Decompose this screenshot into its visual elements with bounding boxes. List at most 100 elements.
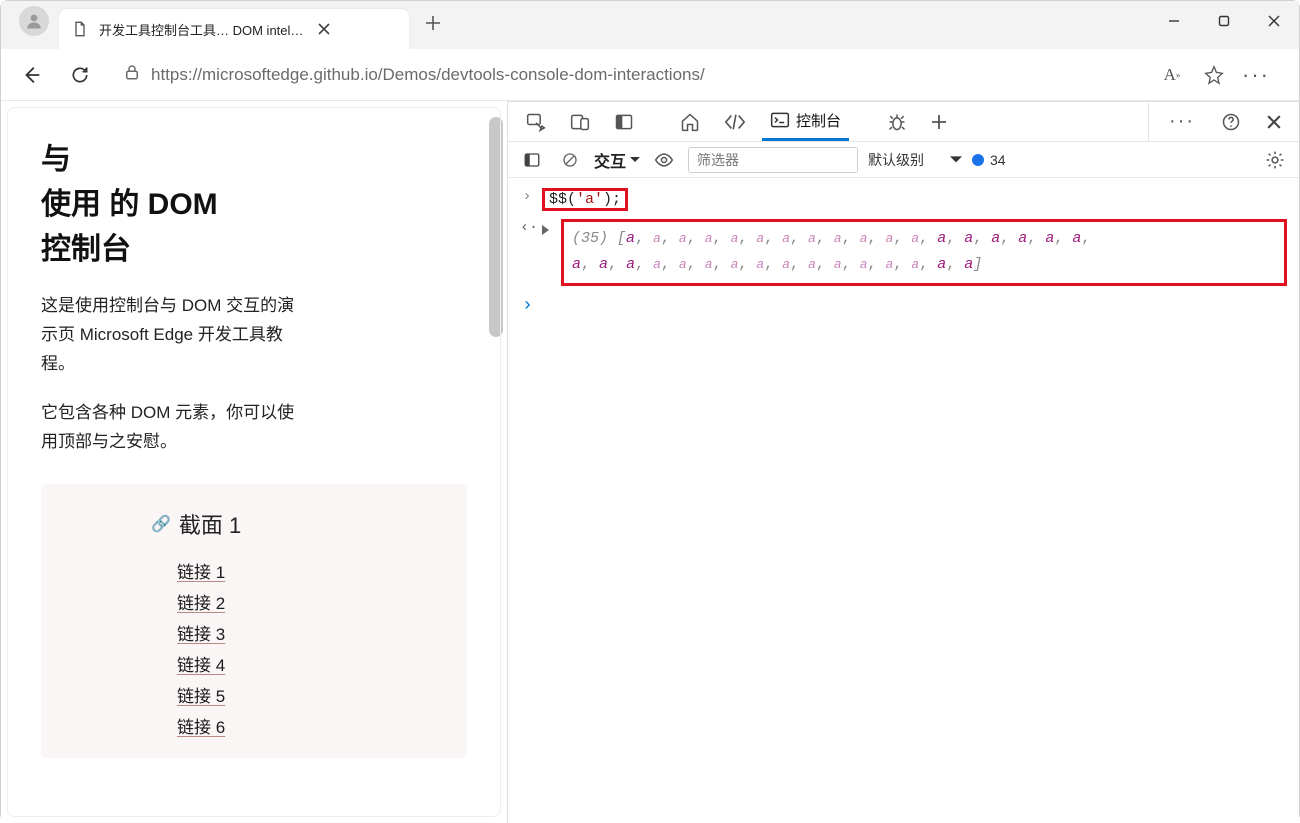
- log-level-label: 默认级别: [868, 150, 924, 170]
- gear-icon: [1265, 150, 1285, 170]
- console-command: $$('a');: [542, 188, 628, 211]
- section-card: 🔗 截面 1 链接 1 链接 2 链接 3 链接 4 链接 5 链接 6: [41, 484, 467, 758]
- console-input-line: › $$('a');: [518, 184, 1289, 215]
- file-icon: [71, 20, 89, 38]
- link-icon: 🔗: [151, 514, 171, 534]
- tab-debugger[interactable]: [879, 103, 915, 141]
- console-output-line: ‹· (35) [a, a, a, a, a, a, a, a, a, a, a…: [518, 215, 1289, 290]
- page-pane: 与 使用 的 DOM 控制台 这是使用控制台与 DOM 交互的演示页 Micro…: [1, 101, 508, 823]
- close-icon: [1267, 115, 1281, 129]
- chevron-down-icon: [630, 156, 640, 164]
- context-selector[interactable]: 交互: [594, 148, 640, 172]
- back-button[interactable]: [15, 58, 49, 92]
- profile-avatar[interactable]: [19, 6, 49, 36]
- tab-close-button[interactable]: [313, 18, 335, 40]
- devtools-help-button[interactable]: [1213, 103, 1249, 141]
- issues-button[interactable]: 34: [972, 152, 1006, 168]
- person-icon: [25, 12, 43, 30]
- maximize-button[interactable]: [1199, 1, 1249, 41]
- section-title: 🔗 截面 1: [151, 508, 435, 540]
- log-level-selector[interactable]: 默认级别: [868, 150, 962, 170]
- devtools-new-tab-button[interactable]: [923, 103, 955, 141]
- eye-icon: [654, 151, 674, 169]
- tab-welcome[interactable]: [672, 103, 708, 141]
- window-close-button[interactable]: [1249, 1, 1299, 41]
- expand-triangle-icon[interactable]: [542, 225, 549, 235]
- console-icon: [770, 110, 790, 130]
- live-expression-button[interactable]: [650, 146, 678, 174]
- refresh-icon: [70, 65, 90, 85]
- tab-console-label: 控制台: [796, 110, 841, 131]
- page-paragraph: 这是使用控制台与 DOM 交互的演示页 Microsoft Edge 开发工具教…: [41, 292, 301, 379]
- output-caret-icon: ‹·: [520, 219, 534, 236]
- devtools-more-button[interactable]: ···: [1161, 103, 1203, 141]
- new-tab-button[interactable]: [417, 7, 449, 39]
- page-title-line: 与: [41, 143, 71, 176]
- prompt-caret-icon: ›: [520, 188, 534, 205]
- page-content: 与 使用 的 DOM 控制台 这是使用控制台与 DOM 交互的演示页 Micro…: [7, 107, 501, 817]
- chevron-down-icon: [950, 155, 962, 165]
- console-toolbar: 交互 筛选器 默认级别 34: [508, 142, 1299, 178]
- read-aloud-button[interactable]: A»: [1155, 58, 1189, 92]
- plus-icon: [931, 114, 947, 130]
- browser-more-button[interactable]: ···: [1239, 58, 1273, 92]
- bug-icon: [887, 112, 907, 132]
- console-settings-button[interactable]: [1261, 146, 1289, 174]
- section-link[interactable]: 链接 1: [177, 558, 435, 583]
- issues-count: 34: [990, 152, 1006, 168]
- browser-toolbar: https://microsoftedge.github.io/Demos/de…: [1, 49, 1299, 101]
- inspect-element-button[interactable]: [518, 103, 554, 141]
- panel-icon: [614, 112, 634, 132]
- clear-icon: [561, 151, 579, 169]
- close-icon: [1268, 15, 1280, 27]
- filter-placeholder: 筛选器: [697, 150, 739, 170]
- clear-console-button[interactable]: [556, 146, 584, 174]
- devtools-pane: 控制台 ···: [508, 101, 1299, 823]
- devtools-tabbar: 控制台 ···: [508, 102, 1299, 142]
- filter-input[interactable]: 筛选器: [688, 147, 858, 173]
- browser-tab[interactable]: 开发工具控制台工具… DOM intel…: [59, 9, 409, 49]
- section-links: 链接 1 链接 2 链接 3 链接 4 链接 5 链接 6: [151, 558, 435, 738]
- arrow-left-icon: [21, 64, 43, 86]
- tab-console[interactable]: 控制台: [762, 103, 849, 141]
- page-title-line: 使用 的 DOM: [41, 188, 218, 221]
- plus-icon: [425, 15, 441, 31]
- refresh-button[interactable]: [63, 58, 97, 92]
- code-icon: [724, 112, 746, 132]
- dock-side-button[interactable]: [606, 103, 642, 141]
- window-titlebar: 开发工具控制台工具… DOM intel…: [1, 1, 1299, 49]
- section-link[interactable]: 链接 3: [177, 620, 435, 645]
- favorite-button[interactable]: [1197, 58, 1231, 92]
- maximize-icon: [1218, 15, 1230, 27]
- section-title-text: 截面 1: [179, 508, 241, 540]
- content-row: 与 使用 的 DOM 控制台 这是使用控制台与 DOM 交互的演示页 Micro…: [1, 101, 1299, 823]
- tab-elements[interactable]: [716, 103, 754, 141]
- star-icon: [1204, 65, 1224, 85]
- section-link[interactable]: 链接 4: [177, 651, 435, 676]
- console-body[interactable]: › $$('a'); ‹· (35) [a, a, a, a, a, a, a,…: [508, 178, 1299, 823]
- devices-icon: [570, 112, 590, 132]
- device-emulation-button[interactable]: [562, 103, 598, 141]
- page-title-line: 控制台: [41, 233, 131, 266]
- minimize-icon: [1168, 15, 1180, 27]
- section-link[interactable]: 链接 6: [177, 713, 435, 738]
- tab-title: 开发工具控制台工具… DOM intel…: [99, 20, 303, 39]
- window-controls: [1149, 1, 1299, 41]
- console-prompt[interactable]: ›: [518, 290, 1289, 322]
- devtools-close-button[interactable]: [1259, 103, 1289, 141]
- inspect-icon: [526, 112, 546, 132]
- lock-icon: [123, 63, 141, 86]
- page-title: 与 使用 的 DOM 控制台: [41, 137, 467, 272]
- section-link[interactable]: 链接 5: [177, 682, 435, 707]
- section-link[interactable]: 链接 2: [177, 589, 435, 614]
- console-result[interactable]: (35) [a, a, a, a, a, a, a, a, a, a, a, a…: [561, 219, 1287, 286]
- home-icon: [680, 112, 700, 132]
- toggle-sidebar-button[interactable]: [518, 146, 546, 174]
- address-bar[interactable]: https://microsoftedge.github.io/Demos/de…: [111, 57, 1285, 93]
- minimize-button[interactable]: [1149, 1, 1199, 41]
- context-label: 交互: [594, 148, 626, 172]
- help-icon: [1221, 112, 1241, 132]
- page-paragraph: 它包含各种 DOM 元素，你可以使用顶部与之安慰。: [41, 399, 301, 457]
- sidebar-icon: [523, 151, 541, 169]
- close-icon: [318, 23, 330, 35]
